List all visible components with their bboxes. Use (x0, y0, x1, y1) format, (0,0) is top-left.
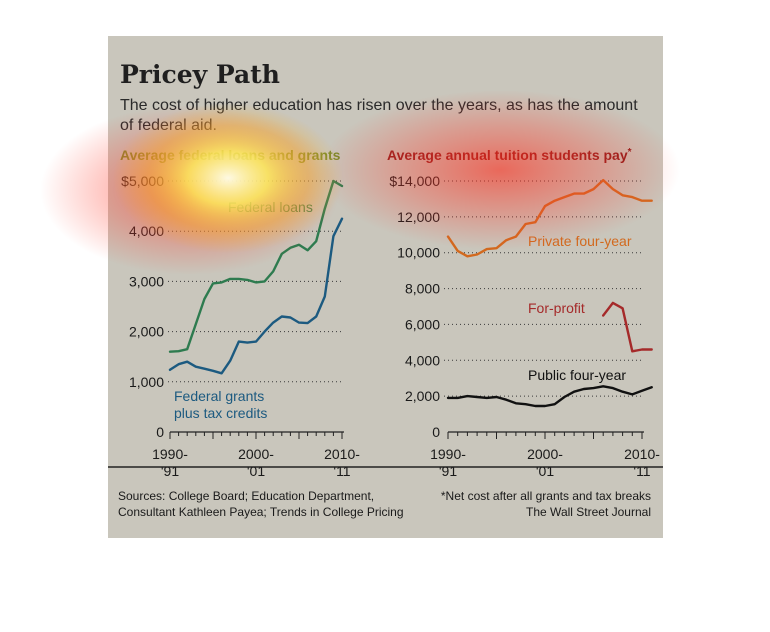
y-tick-label: 0 (156, 424, 164, 440)
series-line (446, 385, 653, 408)
charts-svg: Average federal loans and grants 0 1,000 2,… (108, 147, 663, 479)
x-tick-label: 2010- (624, 446, 660, 462)
series-label: For-profit (528, 300, 585, 316)
x-tick-label: '91 (161, 463, 179, 479)
chart-tuition: Average annual tuition students pay* 0 2,0… (387, 147, 660, 479)
x-tick-label: '11 (633, 463, 650, 479)
sources-note: Sources: College Board; Education Depart… (118, 489, 404, 519)
series-line (168, 217, 344, 375)
series-label: Federal grants (174, 388, 264, 404)
x-tick-label: '11 (333, 463, 350, 479)
x-tick-label: 2000- (527, 446, 563, 462)
y-tick-label: 10,000 (397, 245, 440, 261)
x-tick-label: '01 (536, 463, 554, 479)
y-tick-label: $5,000 (121, 173, 164, 189)
x-tick-label: 1990- (430, 446, 466, 462)
y-tick-label: 3,000 (129, 273, 164, 289)
chart-panel-title: Average federal loans and grants (120, 147, 341, 163)
y-tick-label: 6,000 (405, 316, 440, 332)
y-tick-label: 2,000 (129, 324, 164, 340)
series-label: plus tax credits (174, 405, 267, 421)
chart-federal-aid: Average federal loans and grants 0 1,000 2,… (120, 147, 360, 479)
chart-panel-title: Average annual tuition students pay* (387, 147, 632, 163)
chart-panel: Pricey Path The cost of higher education… (108, 36, 663, 538)
chart-title: Pricey Path (120, 60, 280, 89)
footnote: *Net cost after all grants and tax break… (440, 489, 651, 503)
y-tick-label: 2,000 (405, 388, 440, 404)
y-tick-label: $14,000 (389, 173, 440, 189)
x-tick-label: '91 (439, 463, 457, 479)
x-tick-label: 1990- (152, 446, 188, 462)
y-tick-label: 12,000 (397, 209, 440, 225)
x-tick-label: '01 (247, 463, 265, 479)
series-line (602, 301, 653, 353)
series-label: Federal loans (228, 199, 313, 215)
y-tick-label: 8,000 (405, 281, 440, 297)
x-tick-label: 2000- (238, 446, 274, 462)
footnote-marker: * (628, 147, 632, 158)
y-tick-label: 1,000 (129, 374, 164, 390)
credit-line: The Wall Street Journal (526, 505, 651, 519)
x-tick-label: 2010- (324, 446, 360, 462)
y-tick-label: 0 (432, 424, 440, 440)
series-label: Private four-year (528, 233, 632, 249)
y-tick-label: 4,000 (405, 352, 440, 368)
series-label: Public four-year (528, 367, 626, 383)
y-tick-label: 4,000 (129, 223, 164, 239)
